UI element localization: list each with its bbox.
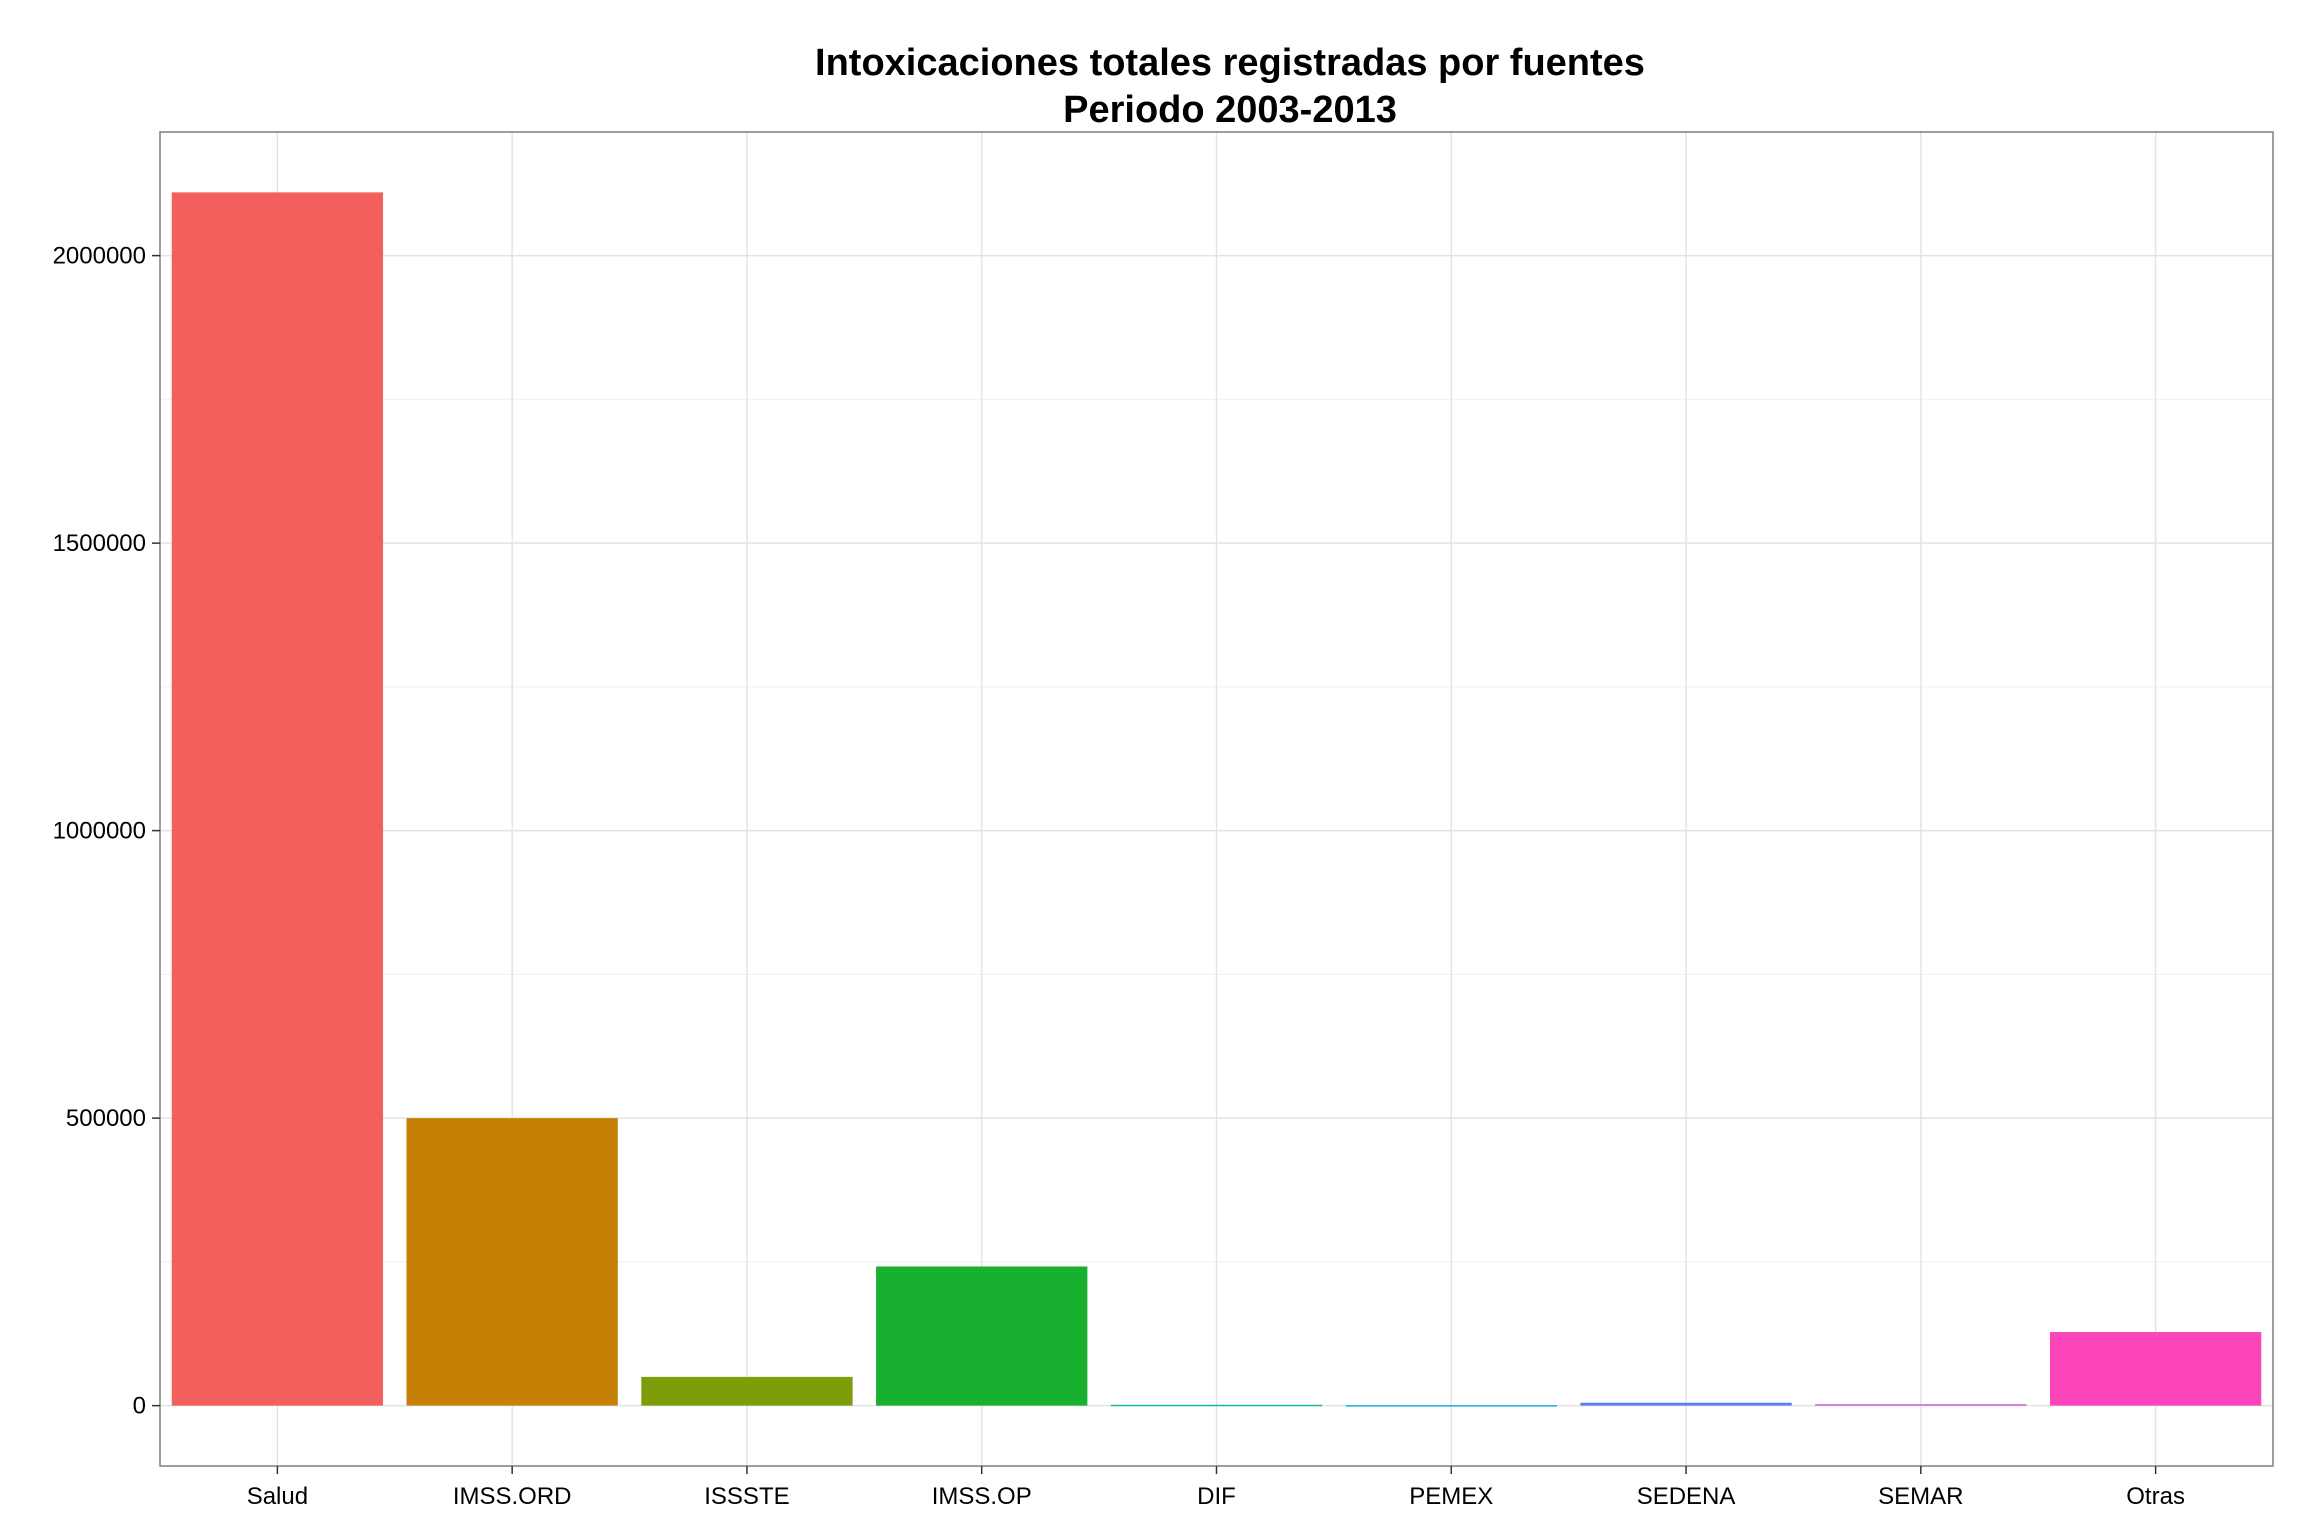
x-tick-label: PEMEX [1409,1483,1493,1510]
bar-semar [1815,1404,2027,1406]
x-tick-label: Salud [247,1483,308,1510]
bar-pemex [1345,1405,1557,1407]
bar-salud [171,192,384,1406]
x-tick-label: SEDENA [1637,1483,1736,1510]
plot-area: 0 500000 1000000 1500000 2000000 Salud IMSS.OR… [53,131,2274,1510]
bar-otras [2049,1332,2262,1406]
bar-issste [641,1376,853,1406]
bar-imss-ord [406,1118,618,1406]
x-tick-label: ISSSTE [704,1483,789,1510]
bar-imss-op [876,1266,1088,1406]
x-tick-label: IMSS.ORD [453,1483,572,1510]
y-tick-label: 1500000 [53,530,146,557]
y-tick-label: 2000000 [53,243,146,270]
y-tick-label: 1000000 [53,818,146,845]
x-tick-label: SEMAR [1878,1483,1963,1510]
x-tick-label: DIF [1197,1483,1236,1510]
x-tick-label: Otras [2126,1483,2185,1510]
chart-subtitle: Periodo 2003-2013 [1063,89,1397,131]
x-tick-label: IMSS.OP [932,1483,1032,1510]
chart-title: Intoxicaciones totales registradas por f… [815,42,1645,84]
y-tick-label: 500000 [66,1105,146,1132]
bar-dif [1110,1404,1323,1407]
y-tick-label: 0 [133,1393,146,1420]
bar-sedena [1580,1402,1792,1406]
